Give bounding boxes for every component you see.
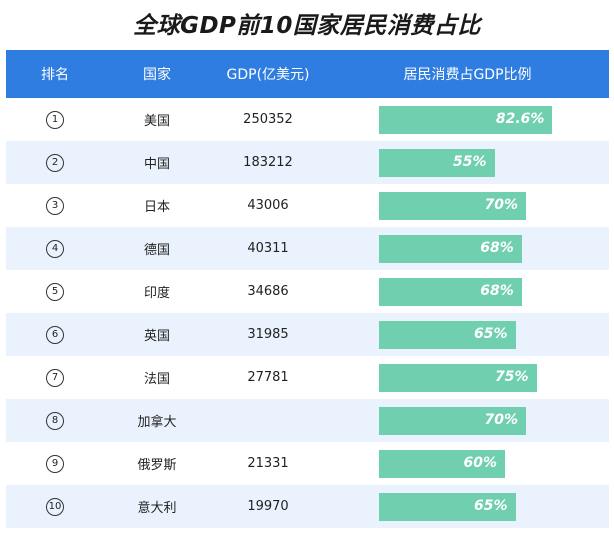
rank-cell: 5 [6, 282, 104, 301]
country-cell: 加拿大 [137, 415, 177, 430]
share-cell: 70% [326, 399, 609, 442]
rank-cell: 2 [6, 153, 104, 172]
share-label: 82.6% [495, 111, 545, 127]
table-row: 6 英国 31985 65% [6, 313, 609, 356]
rank-cell: 6 [6, 325, 104, 344]
table-body: 1 美国 250352 82.6% 2 中国 183212 55% 3 日本 43006 70% 4 德国… [6, 98, 609, 528]
share-cell: 82.6% [326, 98, 609, 141]
rank-badge: 4 [46, 239, 64, 258]
gdp-cell: 43006 [247, 198, 289, 213]
share-label: 65% [473, 498, 508, 514]
table-row: 1 美国 250352 82.6% [6, 98, 609, 141]
rank-cell: 10 [6, 497, 104, 516]
share-cell: 68% [326, 227, 609, 270]
rank-badge: 8 [46, 411, 64, 430]
share-bar: 68% [379, 235, 522, 263]
share-label: 60% [463, 455, 497, 471]
share-cell: 60% [326, 442, 609, 485]
gdp-cell: 31985 [247, 327, 289, 342]
country-cell: 德国 [143, 243, 170, 258]
rank-badge: 3 [46, 196, 64, 215]
rank-cell: 9 [6, 454, 104, 473]
share-cell: 75% [326, 356, 609, 399]
table-row: 9 俄罗斯 21331 60% [6, 442, 609, 485]
table-row: 2 中国 183212 55% [6, 141, 609, 184]
rank-badge: 7 [46, 368, 64, 387]
ranking-table: 排名 国家 GDP(亿美元) 居民消费占GDP比例 1 美国 250352 82.6%… [6, 50, 609, 528]
country-cell: 俄罗斯 [137, 458, 177, 473]
table-row: 10 意大利 19970 65% [6, 485, 609, 528]
gdp-cell: 27781 [247, 370, 289, 385]
gdp-cell: 183212 [243, 155, 293, 170]
gdp-cell: 250352 [243, 112, 293, 127]
table-header: 排名 国家 GDP(亿美元) 居民消费占GDP比例 [6, 50, 609, 98]
rank-badge: 1 [46, 110, 64, 129]
header-rank: 排名 [41, 67, 69, 83]
gdp-cell: 40311 [247, 241, 289, 256]
rank-badge: 10 [46, 497, 64, 516]
share-cell: 55% [326, 141, 609, 184]
gdp-cell: 19970 [247, 499, 289, 514]
header-gdp: GDP(亿美元) [226, 67, 310, 83]
country-cell: 英国 [143, 329, 170, 344]
gdp-cell: 21331 [247, 456, 289, 471]
share-label: 55% [452, 154, 487, 170]
share-label: 70% [484, 412, 518, 428]
share-bar: 68% [379, 278, 522, 306]
share-label: 68% [480, 240, 514, 256]
share-bar: 75% [379, 364, 537, 392]
share-bar: 65% [379, 493, 516, 521]
rank-cell: 7 [6, 368, 104, 387]
table-row: 8 加拿大 70% [6, 399, 609, 442]
rank-badge: 6 [46, 325, 64, 344]
share-bar: 55% [379, 149, 495, 177]
share-bar: 70% [379, 192, 526, 220]
rank-badge: 5 [46, 282, 64, 301]
rank-cell: 1 [6, 110, 104, 129]
table-row: 4 德国 40311 68% [6, 227, 609, 270]
table-row: 5 印度 34686 68% [6, 270, 609, 313]
rank-cell: 3 [6, 196, 104, 215]
share-label: 68% [480, 283, 514, 299]
share-bar: 60% [379, 450, 505, 478]
share-cell: 65% [326, 485, 609, 528]
header-country: 国家 [143, 67, 171, 83]
share-label: 65% [473, 326, 508, 342]
rank-cell: 8 [6, 411, 104, 430]
country-cell: 法国 [143, 372, 170, 387]
share-bar: 65% [379, 321, 516, 349]
share-cell: 70% [326, 184, 609, 227]
share-cell: 65% [326, 313, 609, 356]
share-bar: 82.6% [379, 106, 553, 134]
country-cell: 美国 [143, 114, 170, 129]
country-cell: 日本 [143, 200, 170, 215]
country-cell: 中国 [143, 157, 170, 172]
rank-badge: 9 [46, 454, 64, 473]
share-label: 70% [484, 197, 518, 213]
rank-cell: 4 [6, 239, 104, 258]
table-row: 7 法国 27781 75% [6, 356, 609, 399]
country-cell: 印度 [143, 286, 170, 301]
share-label: 75% [494, 369, 529, 385]
share-bar: 70% [379, 407, 526, 435]
chart-title: 全球GDP前10国家居民消费占比 [133, 13, 481, 39]
header-share: 居民消费占GDP比例 [403, 67, 532, 83]
table-row: 3 日本 43006 70% [6, 184, 609, 227]
share-cell: 68% [326, 270, 609, 313]
gdp-cell: 34686 [247, 284, 289, 299]
country-cell: 意大利 [137, 501, 177, 516]
rank-badge: 2 [46, 153, 64, 172]
